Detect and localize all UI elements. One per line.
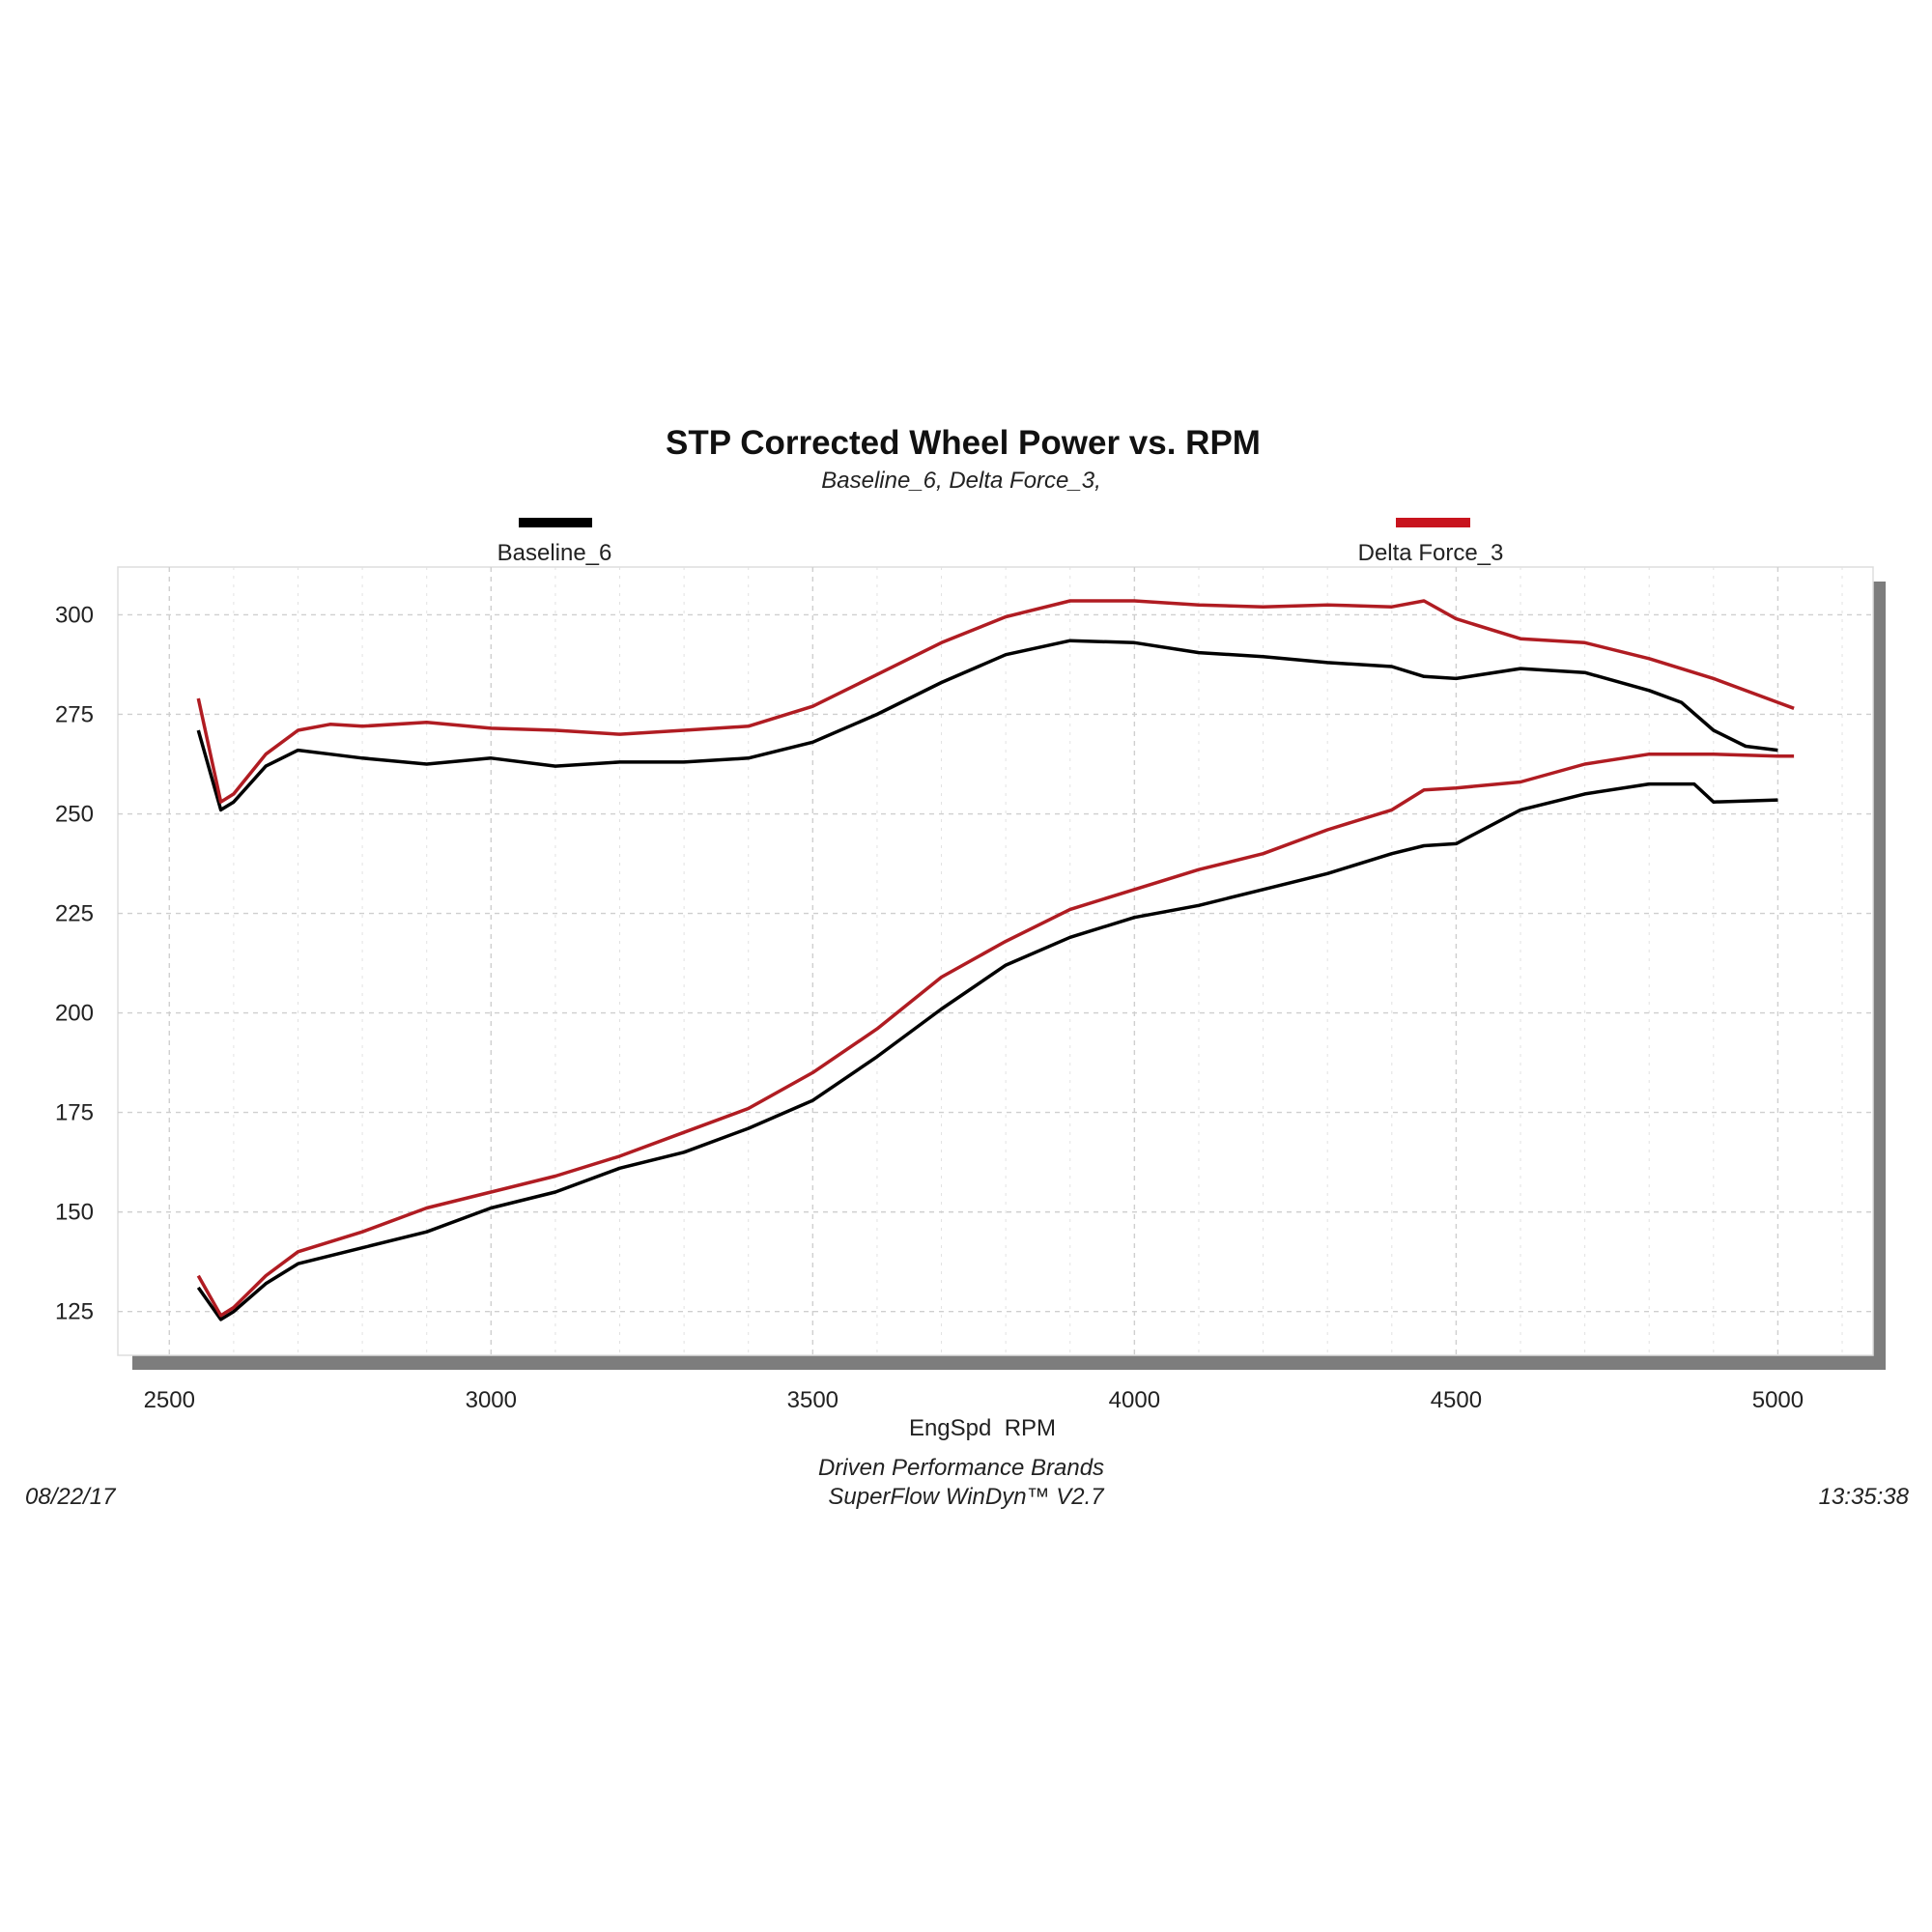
x-tick-label: 3500 xyxy=(787,1387,838,1413)
chart-subtitle: Baseline_6, Delta Force_3, xyxy=(821,468,1101,494)
plot-shadow-right xyxy=(1873,582,1886,1370)
y-tick-label: 200 xyxy=(55,1001,94,1027)
legend-label-baseline: Baseline_6 xyxy=(497,540,612,566)
x-tick-label: 4500 xyxy=(1431,1387,1482,1413)
chart-title: STP Corrected Wheel Power vs. RPM xyxy=(666,424,1261,462)
x-axis-label: EngSpd RPM xyxy=(909,1415,1056,1441)
x-axis: 2500 3000 3500 4000 4500 5000 xyxy=(144,1387,1804,1413)
x-tick-label: 4000 xyxy=(1109,1387,1160,1413)
y-tick-label: 225 xyxy=(55,901,94,927)
footer-company: Driven Performance Brands xyxy=(818,1455,1104,1481)
grid xyxy=(118,567,1873,1355)
legend-swatch-delta-force xyxy=(1396,518,1470,527)
y-tick-label: 275 xyxy=(55,701,94,727)
y-tick-label: 250 xyxy=(55,802,94,828)
y-tick-label: 125 xyxy=(55,1299,94,1325)
series-line-baseline-6-power xyxy=(196,781,1778,1321)
series-line-delta-force-3-torque xyxy=(196,599,1795,804)
y-tick-label: 175 xyxy=(55,1100,94,1126)
footer-time: 13:35:38 xyxy=(1819,1484,1910,1510)
x-tick-label: 3000 xyxy=(466,1387,517,1413)
series-line-delta-force-3-power xyxy=(196,752,1795,1318)
plot-area xyxy=(117,566,1874,1356)
footer-software: SuperFlow WinDyn™ V2.7 xyxy=(828,1484,1105,1510)
plot-shadow-bottom xyxy=(132,1355,1886,1370)
x-tick-label: 2500 xyxy=(144,1387,195,1413)
footer-date: 08/22/17 xyxy=(25,1484,117,1510)
y-tick-label: 300 xyxy=(55,602,94,628)
x-tick-label: 5000 xyxy=(1752,1387,1804,1413)
legend-label-delta-force: Delta Force_3 xyxy=(1358,540,1504,566)
y-tick-label: 150 xyxy=(55,1200,94,1226)
legend-swatch-baseline xyxy=(519,518,592,527)
legend: Baseline_6 Delta Force_3 xyxy=(497,518,1504,566)
series-lines xyxy=(196,599,1795,1321)
series-line-baseline-6-torque xyxy=(196,639,1778,812)
y-axis: 300 275 250 225 200 175 150 125 xyxy=(55,602,94,1324)
